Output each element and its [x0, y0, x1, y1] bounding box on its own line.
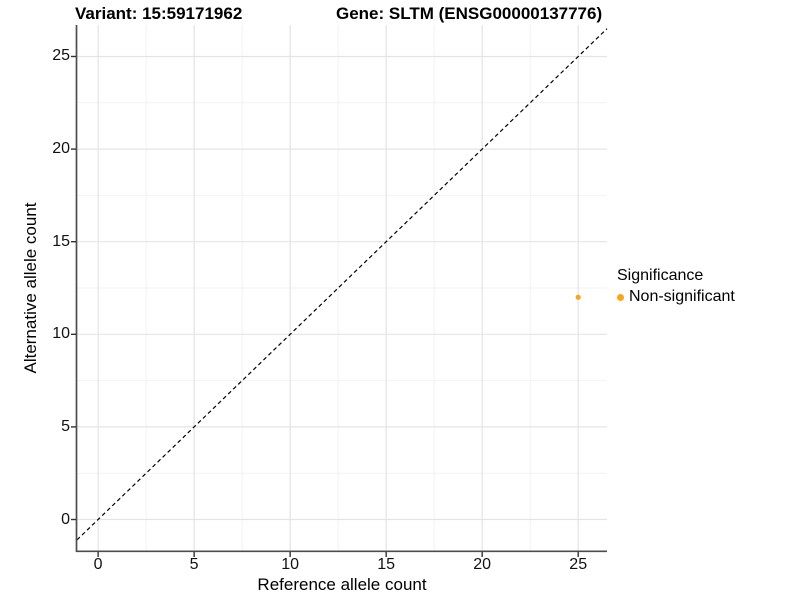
y-tick-label: 0 [61, 510, 70, 528]
y-tick-label: 15 [52, 232, 70, 250]
x-axis-title: Reference allele count [257, 575, 427, 594]
plot-title-variant: Variant: 15:59171962 [75, 4, 243, 23]
axis-lines [75, 25, 607, 553]
x-tick-label: 0 [93, 556, 103, 573]
y-tick-label: 20 [52, 140, 70, 158]
plot-title-gene: Gene: SLTM (ENSG00000137776) [336, 4, 603, 23]
legend: Significance Non-significant [617, 266, 735, 306]
x-tick-label: 25 [569, 556, 588, 573]
x-tick-label: 20 [473, 556, 492, 573]
data-point [575, 294, 581, 300]
legend-title: Significance [617, 267, 704, 284]
y-tick-label: 5 [61, 417, 70, 435]
y-tick-label: 25 [52, 47, 70, 65]
identity-line [76, 28, 608, 541]
legend-item-label: Non-significant [629, 288, 735, 305]
legend-point-icon [617, 293, 624, 301]
x-tick-label: 15 [377, 556, 396, 573]
legend-item-non-significant: Non-significant [617, 288, 735, 306]
y-axis-title: Alternative allele count [21, 202, 40, 374]
x-tick-label: 5 [189, 556, 199, 573]
x-tick-label: 10 [281, 556, 300, 573]
y-tick-label: 10 [52, 325, 70, 343]
